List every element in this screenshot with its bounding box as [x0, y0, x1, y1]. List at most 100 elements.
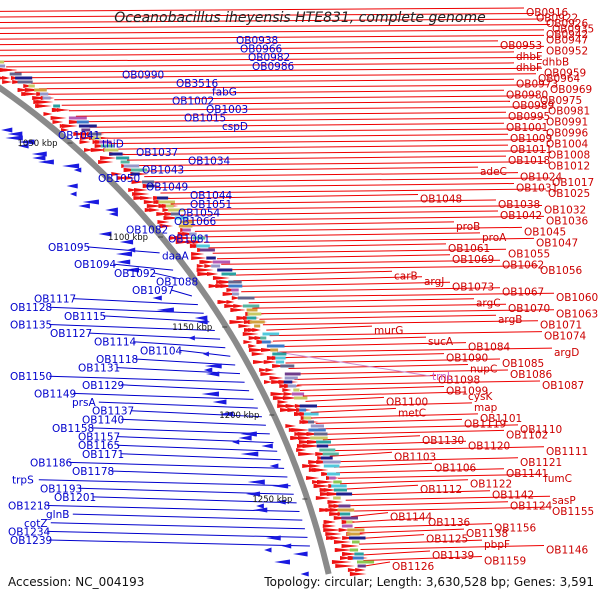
- gene-label: OB1094: [74, 259, 117, 271]
- forward-gene-arrow: [215, 284, 236, 288]
- forward-gene-arrow: [216, 280, 227, 284]
- gene-label: OB1082: [126, 225, 168, 237]
- label-leader: [0, 13, 535, 18]
- gene-label: OB0942: [546, 29, 588, 41]
- gene-label: OB1126: [392, 561, 435, 573]
- label-leader: [87, 246, 160, 254]
- label-leader: [73, 392, 254, 400]
- forward-gene-arrow: [327, 500, 344, 504]
- forward-gene-arrow: [338, 528, 350, 532]
- label-leader: [216, 254, 451, 260]
- gene-label: cysK: [468, 391, 493, 403]
- feature-block: [242, 304, 260, 308]
- label-leader: [153, 272, 180, 280]
- forward-gene-arrow: [277, 400, 289, 404]
- feature-block: [116, 156, 130, 160]
- reverse-gene-arrow: [70, 191, 77, 197]
- gene-label: OB1034: [188, 156, 231, 168]
- reverse-gene-arrow: [32, 155, 46, 161]
- forward-gene-arrow: [128, 188, 137, 192]
- label-leader: [6, 62, 515, 68]
- forward-gene-arrow: [162, 208, 171, 212]
- gene-label: OB1102: [506, 429, 548, 441]
- gene-label: dhbE: [516, 51, 543, 63]
- feature-block: [284, 376, 298, 380]
- feature-block: [333, 488, 347, 492]
- label-leader: [255, 309, 555, 315]
- reverse-gene-arrow: [292, 551, 308, 557]
- forward-gene-arrow: [222, 292, 241, 296]
- forward-gene-arrow: [17, 88, 29, 92]
- forward-gene-arrow: [199, 260, 213, 264]
- feature-block: [291, 392, 305, 396]
- label-leader: [171, 289, 193, 297]
- label-leader: [0, 45, 545, 51]
- feature-block: [319, 448, 336, 452]
- label-leader: [108, 139, 545, 145]
- reverse-gene-arrow: [269, 463, 279, 469]
- label-leader: [38, 479, 291, 487]
- feature-block: [76, 120, 89, 124]
- gene-label: dhbB: [542, 56, 569, 68]
- feature-block: [310, 436, 328, 440]
- gene-label: OB1041: [58, 130, 100, 142]
- feature-block: [346, 520, 353, 524]
- label-leader: [121, 418, 266, 426]
- label-leader: [22, 73, 537, 79]
- gene-label: OB1063: [556, 309, 598, 321]
- gene-label: argB: [498, 314, 522, 326]
- forward-gene-arrow: [315, 452, 330, 456]
- gene-label: OB1043: [142, 164, 184, 176]
- gene-label: OB1130: [422, 435, 464, 447]
- feature-block: [15, 76, 33, 80]
- label-leader: [361, 550, 431, 556]
- forward-gene-arrow: [73, 132, 87, 136]
- label-leader: [308, 402, 473, 408]
- feature-block: [357, 564, 366, 568]
- forward-gene-arrow: [282, 388, 292, 392]
- gene-label: OB1090: [446, 353, 488, 365]
- reverse-gene-arrow: [126, 247, 136, 253]
- gene-label: sasP: [552, 495, 576, 507]
- label-leader: [54, 95, 539, 101]
- label-leader: [285, 358, 501, 364]
- feature-block: [293, 388, 300, 392]
- forward-gene-arrow: [90, 148, 110, 152]
- feature-block: [9, 72, 22, 76]
- gene-label: OB1056: [540, 265, 583, 277]
- gene-label: OB1011: [510, 144, 552, 156]
- label-leader: [347, 501, 509, 507]
- reverse-gene-arrow: [17, 139, 35, 145]
- gene-label: OB1054: [178, 207, 221, 219]
- feature-block: [165, 204, 174, 208]
- feature-block: [168, 208, 185, 212]
- gene-label: trpS: [12, 475, 34, 487]
- gene-label: OB1165: [78, 440, 120, 452]
- label-leader: [279, 347, 553, 353]
- label-leader: [38, 84, 549, 90]
- gene-label: fabG: [212, 87, 237, 99]
- forward-gene-arrow: [325, 532, 343, 536]
- gene-label: OB1095: [48, 242, 90, 254]
- label-leader: [266, 325, 373, 331]
- label-leader: [49, 539, 310, 547]
- forward-gene-arrow: [285, 404, 298, 408]
- gene-label: OB1141: [506, 468, 548, 480]
- forward-gene-arrow: [132, 192, 141, 196]
- forward-gene-arrow: [111, 172, 123, 176]
- feature-block: [272, 352, 287, 356]
- feature-block: [158, 200, 175, 204]
- forward-gene-arrow: [62, 124, 78, 128]
- label-leader: [272, 336, 427, 342]
- label-leader: [117, 367, 241, 375]
- forward-gene-arrow: [206, 272, 219, 276]
- feature-block: [322, 460, 341, 464]
- forward-gene-arrow: [317, 480, 335, 484]
- gene-label: OB1171: [82, 449, 124, 461]
- feature-block: [88, 132, 102, 136]
- feature-block: [196, 244, 210, 248]
- feature-block: [221, 272, 236, 276]
- label-leader: [14, 67, 543, 73]
- reverse-gene-arrow: [194, 315, 208, 321]
- gene-label: argD: [554, 347, 579, 359]
